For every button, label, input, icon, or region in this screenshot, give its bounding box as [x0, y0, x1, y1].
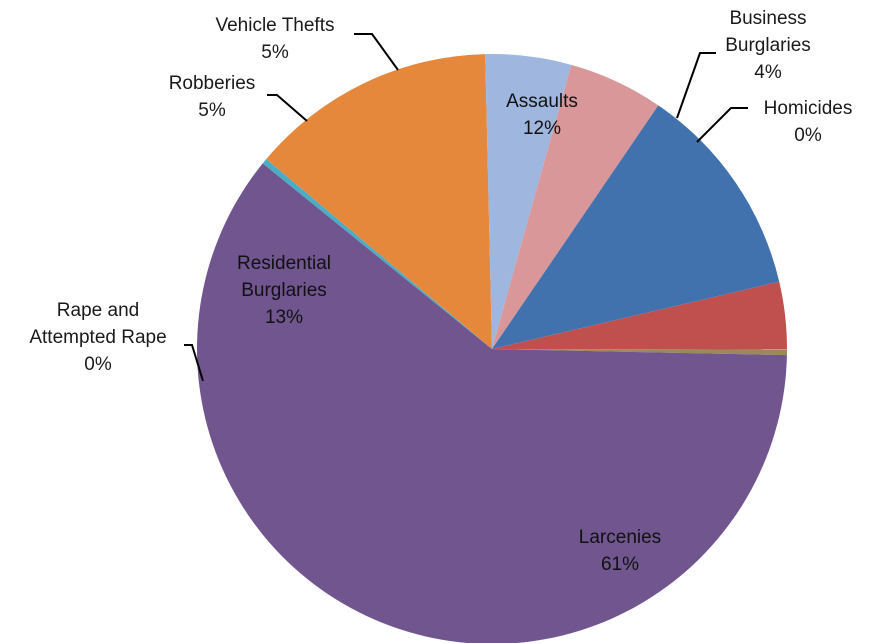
- pie-slice-assaults: [492, 105, 780, 349]
- pie-slice-vehicle-thefts: [492, 64, 659, 350]
- slice-percent-business-burglaries: 4%: [754, 62, 782, 83]
- leader-line-robberies: [267, 94, 308, 122]
- slice-label-business-burglaries: Business Burglaries 4%: [725, 8, 811, 83]
- slice-label-rape-attempted-rape: Rape and Attempted Rape 0%: [29, 300, 166, 375]
- slice-label-residential-burglaries: Residential Burglaries 13%: [237, 253, 331, 328]
- leader-line-business-burglaries: [676, 52, 716, 119]
- slice-percent-vehicle-thefts: 5%: [261, 42, 289, 63]
- leader-line-vehicle-thefts: [354, 33, 399, 71]
- pie-slice-business-burglaries: [492, 281, 788, 350]
- slice-name-homicides: Homicides: [764, 98, 853, 119]
- pie-slice-rape-attempted-rape: [262, 159, 492, 349]
- slice-label-assaults: Assaults 12%: [506, 91, 578, 139]
- slice-percent-residential-burglaries: 13%: [265, 307, 303, 328]
- slice-percent-larcenies: 61%: [601, 554, 639, 575]
- slice-name-residential-burglaries: Burglaries: [241, 280, 327, 301]
- slice-percent-rape-attempted-rape: 0%: [84, 354, 112, 375]
- slice-name-assaults: Assaults: [506, 91, 578, 112]
- leader-lines: [184, 33, 748, 382]
- pie-slice-larcenies: [197, 163, 787, 643]
- slice-name-residential-burglaries: Residential: [237, 253, 331, 274]
- slice-name-rape-attempted-rape: Attempted Rape: [29, 327, 166, 348]
- leader-line-homicides: [696, 107, 748, 143]
- slice-name-vehicle-thefts: Vehicle Thefts: [215, 15, 334, 36]
- slice-percent-homicides: 0%: [794, 125, 822, 146]
- slice-labels: Business Burglaries 4% Homicides 0% Larcenies…: [29, 8, 852, 575]
- slice-name-business-burglaries: Burglaries: [725, 35, 811, 56]
- slice-percent-robberies: 5%: [198, 100, 226, 121]
- pie-slice-robberies: [485, 54, 572, 350]
- pie-slice-homicides: [492, 349, 787, 356]
- pie-slices: [197, 54, 788, 643]
- leader-line-rape-attempted-rape: [184, 344, 204, 382]
- slice-name-business-burglaries: Business: [729, 8, 806, 29]
- slice-name-larcenies: Larcenies: [579, 527, 661, 548]
- slice-percent-assaults: 12%: [523, 118, 561, 139]
- slice-label-robberies: Robberies 5%: [169, 73, 256, 121]
- slice-label-larcenies: Larcenies 61%: [579, 527, 661, 575]
- slice-label-vehicle-thefts: Vehicle Thefts 5%: [215, 15, 334, 63]
- slice-name-robberies: Robberies: [169, 73, 256, 94]
- slice-name-rape-attempted-rape: Rape and: [57, 300, 139, 321]
- slice-label-homicides: Homicides 0%: [764, 98, 853, 146]
- pie-slice-residential-burglaries: [266, 54, 492, 349]
